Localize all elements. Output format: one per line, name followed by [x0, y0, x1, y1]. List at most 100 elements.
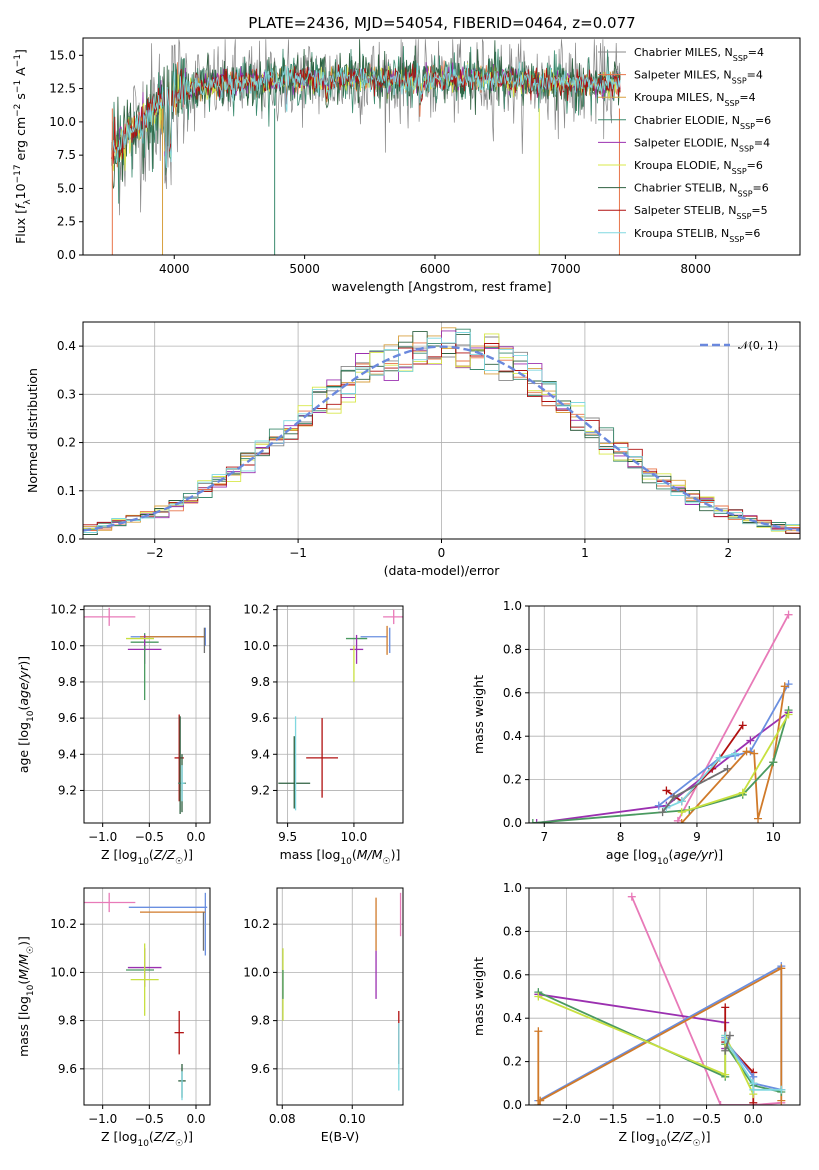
axes-frame — [276, 887, 404, 1106]
plot-area — [111, 39, 621, 255]
x-axis-label: Z [log10(Z/Z☉)] — [619, 1129, 711, 1149]
y-tick-label: 9.8 — [251, 1014, 270, 1028]
x-tick-label: 0.10 — [339, 1112, 366, 1126]
legend-text: Kroupa MILES, N — [634, 91, 724, 104]
legend-entry-7: Chabrier STELIB, NSSP=6 — [634, 182, 769, 199]
legend-tail: =4 — [748, 46, 764, 59]
legend-text: Chabrier STELIB, N — [634, 182, 738, 195]
spectrum-line-9 — [111, 61, 621, 169]
y-axis-label: Normed distribution — [25, 368, 40, 493]
x-tick-label: 8 — [617, 830, 625, 844]
x-tick-label: 2 — [724, 546, 732, 560]
x-axis-label: (data-model)/error — [384, 563, 501, 578]
label-part: ( — [149, 1129, 154, 1144]
weight-marker — [754, 814, 763, 823]
label-part: )] — [16, 656, 31, 666]
normal-curve — [83, 345, 800, 532]
y-axis-label: Flux [fλ10−17 erg cm−2 s−1 A−1] — [13, 49, 33, 244]
label-part: A — [13, 67, 28, 80]
label-part: Z/Z — [153, 1129, 176, 1144]
legend-subscript: SSP — [732, 76, 747, 85]
y-tick-label: 0.0 — [503, 1098, 522, 1112]
weight-marker — [534, 1101, 543, 1105]
label-part: ☉ — [175, 857, 183, 867]
weight-marker — [536, 1096, 545, 1105]
legend-entry-2: Salpeter MILES, NSSP=4 — [634, 69, 763, 86]
label-part: mass [log — [16, 996, 31, 1057]
legend-subscript: SSP — [729, 234, 744, 243]
label-part: ( — [668, 847, 673, 862]
legend-tail: =6 — [744, 227, 760, 240]
label-part: M/M — [357, 847, 383, 862]
label-part: ( — [16, 980, 31, 985]
label-part: erg cm — [13, 117, 28, 165]
weight-marker — [662, 786, 671, 795]
x-axis-label: wavelength [Angstrom, rest frame] — [331, 279, 551, 294]
y-tick-label: 0.0 — [57, 532, 76, 546]
weight-marker — [731, 749, 740, 758]
legend-text: Chabrier ELODIE, N — [634, 114, 740, 127]
y-tick-label: 9.2 — [58, 783, 77, 797]
legend-text: Chabrier MILES, N — [634, 46, 733, 59]
x-tick-label: −1.5 — [599, 1112, 628, 1126]
plot-area — [84, 892, 208, 1101]
y-axis-label: mass weight — [471, 957, 486, 1036]
y-tick-label: 5.0 — [57, 181, 76, 195]
axes-frame — [528, 887, 801, 1106]
legend-entry-9: Kroupa STELIB, NSSP=6 — [634, 227, 760, 244]
y-tick-label: 9.4 — [251, 747, 270, 761]
x-tick-label: 4000 — [159, 262, 190, 276]
figure-title: PLATE=2436, MJD=54054, FIBERID=0464, z=0… — [248, 14, 635, 32]
residual-histogram-panel: 𝒩(0, 1) −2 −1 0 1 2 0.0 0.1 0.2 0.3 0.4 (data-model… — [25, 321, 801, 578]
legend-subscript: SSP — [736, 212, 751, 221]
y-tick-label: 0.0 — [503, 816, 522, 830]
weight-marker — [716, 1101, 725, 1105]
legend-entry-3: Kroupa MILES, NSSP=4 — [634, 91, 756, 108]
legend-text: Salpeter ELODIE, N — [634, 136, 739, 149]
y-tick-label: 0.4 — [57, 339, 76, 353]
axes-frame — [528, 605, 801, 824]
label-part: ☉ — [175, 1139, 183, 1149]
weight-marker — [742, 747, 751, 756]
spectrum-panel: Chabrier MILES, N SSP =4 Salpeter MILES, NS… — [13, 37, 801, 294]
legend-tail: =6 — [753, 182, 769, 195]
label-part: 10 — [655, 1139, 667, 1149]
x-tick-label: −2.0 — [552, 1112, 581, 1126]
x-tick-label: 10 — [766, 830, 781, 844]
plot-area — [278, 609, 403, 811]
y-tick-label: 10.2 — [50, 917, 77, 931]
x-tick-label: 7000 — [550, 262, 581, 276]
legend-subscript: SSP — [739, 144, 754, 153]
y-tick-label: 9.4 — [58, 747, 77, 761]
x-tick-label: 10.0 — [341, 830, 368, 844]
label-part: age [log — [16, 722, 31, 773]
label-part: Z/Z — [153, 847, 176, 862]
legend-entry-6: Kroupa ELODIE, NSSP=6 — [634, 159, 763, 176]
legend-tail: =5 — [751, 204, 767, 217]
x-tick-label: −1 — [289, 546, 307, 560]
label-part: 10 — [26, 984, 36, 996]
x-tick-label: 1 — [581, 546, 589, 560]
weight-line-9 — [724, 1035, 731, 1052]
y-tick-label: 0.3 — [57, 387, 76, 401]
y-tick-label: 0.1 — [57, 484, 76, 498]
axes-frame — [83, 605, 211, 824]
weight-marker — [749, 1085, 758, 1094]
label-part: )] — [701, 1129, 711, 1144]
x-tick-label: 9.5 — [278, 830, 297, 844]
x-tick-label: 5000 — [289, 262, 320, 276]
x-tick-label: −2 — [146, 546, 164, 560]
massweight-vs-metallicity-panel: −2.0 −1.5 −1.0 −0.5 0.0 0.0 0.2 0.4 0.6 0.8 1.0 Z [… — [471, 881, 801, 1149]
legend-tail: =6 — [755, 114, 771, 127]
y-tick-label: 9.6 — [251, 1062, 270, 1076]
label-part: 10 — [137, 857, 149, 867]
y-tick-label: 9.8 — [58, 1014, 77, 1028]
weight-marker — [677, 797, 686, 806]
x-tick-label: 0.0 — [186, 1112, 205, 1126]
label-part: ( — [666, 1129, 671, 1144]
legend-subscript: SSP — [740, 121, 755, 130]
label-part: age/yr — [16, 665, 31, 706]
x-tick-label: −1.0 — [88, 1112, 117, 1126]
legend-tail: =4 — [739, 91, 755, 104]
